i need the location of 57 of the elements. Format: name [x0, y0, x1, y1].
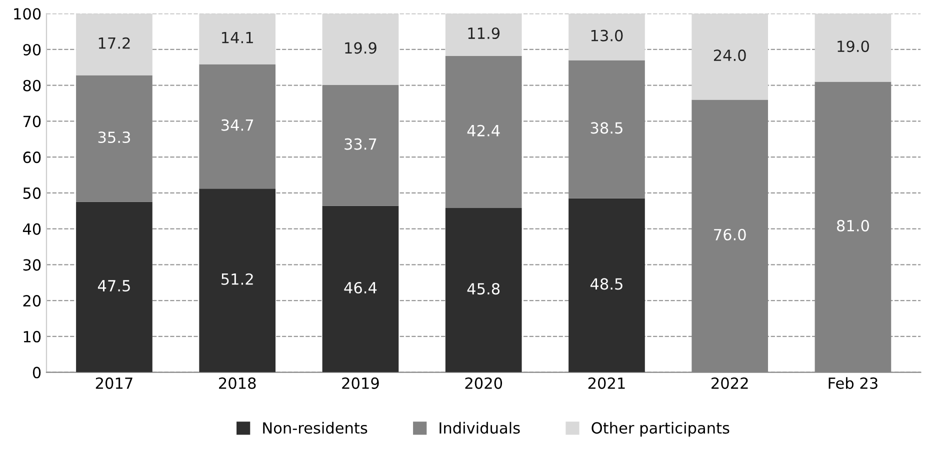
bar [445, 56, 522, 208]
y-tick-label: 80 [23, 80, 41, 92]
legend-label: Individuals [440, 422, 520, 434]
data-label: 47.5 [98, 280, 130, 292]
legend-label: Other participants [592, 422, 730, 437]
data-label: 11.9 [468, 27, 500, 40]
data-label: 34.7 [222, 119, 254, 131]
bar [568, 60, 645, 198]
data-label: 33.7 [344, 138, 376, 150]
bar [199, 64, 276, 189]
data-label: 14.1 [222, 32, 253, 44]
data-label: 45.8 [467, 283, 500, 295]
y-tick-label: 90 [23, 44, 41, 56]
data-label: 76.0 [714, 228, 746, 240]
x-tick-label: 2018 [219, 377, 256, 389]
data-label: 19.0 [838, 40, 869, 52]
x-tick-label: 2017 [96, 377, 132, 389]
bar [445, 14, 522, 56]
bar [199, 14, 276, 64]
data-label: 81.0 [837, 220, 869, 232]
data-label: 24.0 [714, 50, 746, 62]
x-tick-label: Feb 23 [828, 377, 878, 389]
bar [199, 188, 276, 372]
legend-label: Non-residents [263, 422, 368, 434]
data-label: 51.2 [222, 273, 253, 285]
bar [814, 14, 892, 82]
y-tick-label: 20 [23, 295, 41, 307]
data-label: 17.2 [98, 37, 130, 49]
x-tick-label: 2020 [465, 377, 502, 389]
y-tick-label: 10 [24, 330, 41, 342]
x-tick-label: 2019 [342, 377, 379, 389]
data-label: 46.4 [344, 282, 377, 294]
bar [76, 75, 152, 202]
bar [322, 206, 399, 372]
data-label: 35.3 [98, 131, 130, 144]
bar [568, 14, 645, 60]
bar [322, 84, 399, 206]
y-tick-label: 70 [23, 116, 41, 128]
data-label: 48.5 [590, 278, 622, 290]
bar [76, 14, 152, 76]
x-tick-label: 2021 [588, 377, 625, 389]
y-tick-label: 0 [32, 366, 41, 378]
bar [322, 14, 399, 85]
data-label: 42.4 [467, 124, 500, 136]
y-tick-label: 100 [14, 8, 41, 20]
y-tick-label: 30 [23, 259, 41, 271]
data-label: 19.9 [345, 42, 376, 54]
y-tick-label: 40 [22, 223, 41, 235]
data-label: 13.0 [591, 30, 623, 42]
bar [445, 208, 522, 372]
bar [568, 198, 645, 372]
x-tick-label: 2022 [712, 377, 748, 389]
y-tick-label: 50 [23, 187, 41, 199]
bar [76, 202, 152, 372]
y-tick-label: 60 [23, 152, 41, 164]
bar [692, 14, 768, 100]
data-label: 38.5 [590, 122, 622, 134]
